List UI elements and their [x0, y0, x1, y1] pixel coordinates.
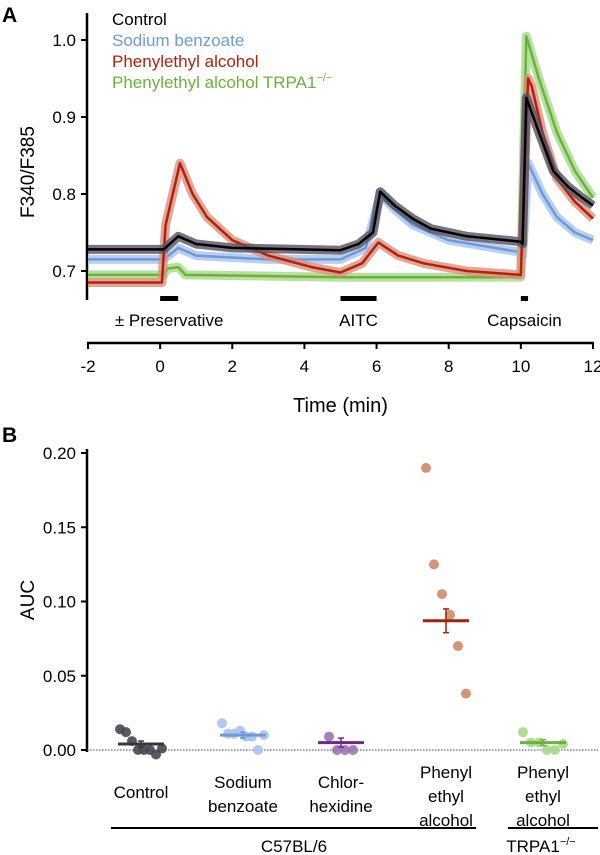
x-tick-label: 10 [511, 357, 530, 376]
stimulus-bar [340, 296, 377, 301]
panel-b-label: B [2, 424, 17, 447]
group-label: alcohol [419, 811, 473, 830]
data-point [437, 589, 447, 600]
data-point [217, 718, 227, 729]
y-tick-label: 0.7 [52, 262, 76, 281]
group-label: ethyl [525, 787, 561, 806]
y-axis-label: AUC [18, 580, 39, 620]
data-point [542, 745, 552, 755]
x-tick-label: 0 [155, 357, 164, 376]
group-label: alcohol [516, 811, 570, 830]
legend-entry: Sodium benzoate [112, 31, 244, 50]
data-point [157, 743, 167, 754]
data-point [461, 688, 471, 699]
x-tick-label: 4 [300, 357, 309, 376]
data-point [324, 731, 334, 742]
data-point [121, 727, 131, 738]
group-label: hexidine [309, 797, 372, 816]
data-point [253, 745, 263, 755]
data-point [421, 462, 431, 473]
group-label: Phenyl [517, 763, 569, 782]
stimulus-bar [520, 296, 529, 301]
data-point [518, 727, 528, 738]
data-point [445, 609, 455, 620]
strain-label: C57BL/6 [261, 837, 327, 855]
x-tick-label: 8 [444, 357, 453, 376]
data-point [550, 745, 560, 755]
data-point [453, 641, 463, 652]
stimulus-bar [160, 296, 179, 301]
legend-entry: Phenylethyl alcohol TRPA1−/− [112, 72, 332, 92]
data-point [348, 745, 358, 755]
stimulus-label: ± Preservative [115, 311, 224, 330]
y-tick-label: 0.20 [43, 444, 76, 463]
group-label: Sodium [214, 773, 272, 792]
x-tick-label: 6 [372, 357, 381, 376]
y-axis-label: F340/F385 [18, 126, 39, 218]
y-tick-label: 0.10 [43, 593, 76, 612]
legend-superscript: −/− [316, 72, 332, 84]
x-axis-label: Time (min) [293, 395, 388, 417]
panel-a: 0.7 0.8 0.9 1.0 F340/F385 -2 0 2 4 6 8 10 12 Time (mi… [18, 10, 600, 417]
group-label: Control [114, 783, 169, 802]
series-line [88, 96, 594, 252]
panel-a-label: A [2, 4, 17, 27]
y-tick-label: 0.00 [43, 741, 76, 760]
group-label: benzoate [208, 797, 278, 816]
stimulus-label: Capsaicin [487, 311, 562, 330]
stimulus-label: AITC [339, 311, 378, 330]
group-label: Phenyl [420, 763, 472, 782]
x-tick-label: -2 [80, 357, 95, 376]
y-tick-label: 0.15 [43, 518, 76, 537]
strain-label: TRPA1−/− [506, 836, 575, 855]
x-tick-label: 2 [228, 357, 237, 376]
y-tick-label: 0.9 [52, 108, 76, 127]
legend-entry: Control [112, 10, 167, 29]
legend-entry: Phenylethyl alcohol [112, 52, 258, 71]
strain-superscript: −/− [560, 836, 576, 848]
y-tick-label: 1.0 [52, 31, 76, 50]
group-label: ethyl [428, 787, 464, 806]
x-tick-label: 12 [584, 357, 600, 376]
y-tick-label: 0.05 [43, 667, 76, 686]
series-line [88, 77, 594, 284]
y-tick-label: 0.8 [52, 185, 76, 204]
panel-b: 0.00 0.05 0.10 0.15 0.20 AUC Control Sodium benz… [18, 444, 598, 855]
data-point [429, 559, 439, 570]
group-label: Chlor- [318, 773, 364, 792]
